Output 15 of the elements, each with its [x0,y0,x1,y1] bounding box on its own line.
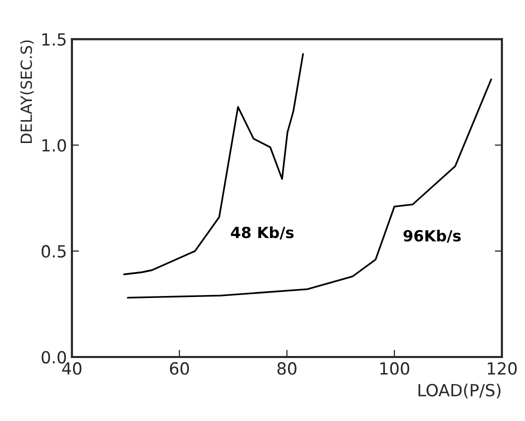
y-tick-label: 0.0 [42,350,66,364]
series-label: 96Kb/s [404,230,461,243]
x-tick-label: 80 [277,362,296,375]
y-tick-label: 1.5 [42,33,66,46]
y-tick-label: 0.5 [42,245,66,258]
x-tick-label: 40 [62,362,82,375]
y-axis-title: DELAY(SEC.S) [20,40,34,144]
x-tick-label: 120 [488,362,517,375]
series-label: 48 Kb/s [230,226,294,240]
line-series [126,78,492,299]
line-series [123,53,304,276]
x-tick-label: 60 [170,362,189,375]
y-tick-label: 1.0 [42,139,66,152]
x-tick-label: 100 [380,362,410,375]
x-axis-title: LOAD(P/S) [418,384,500,398]
